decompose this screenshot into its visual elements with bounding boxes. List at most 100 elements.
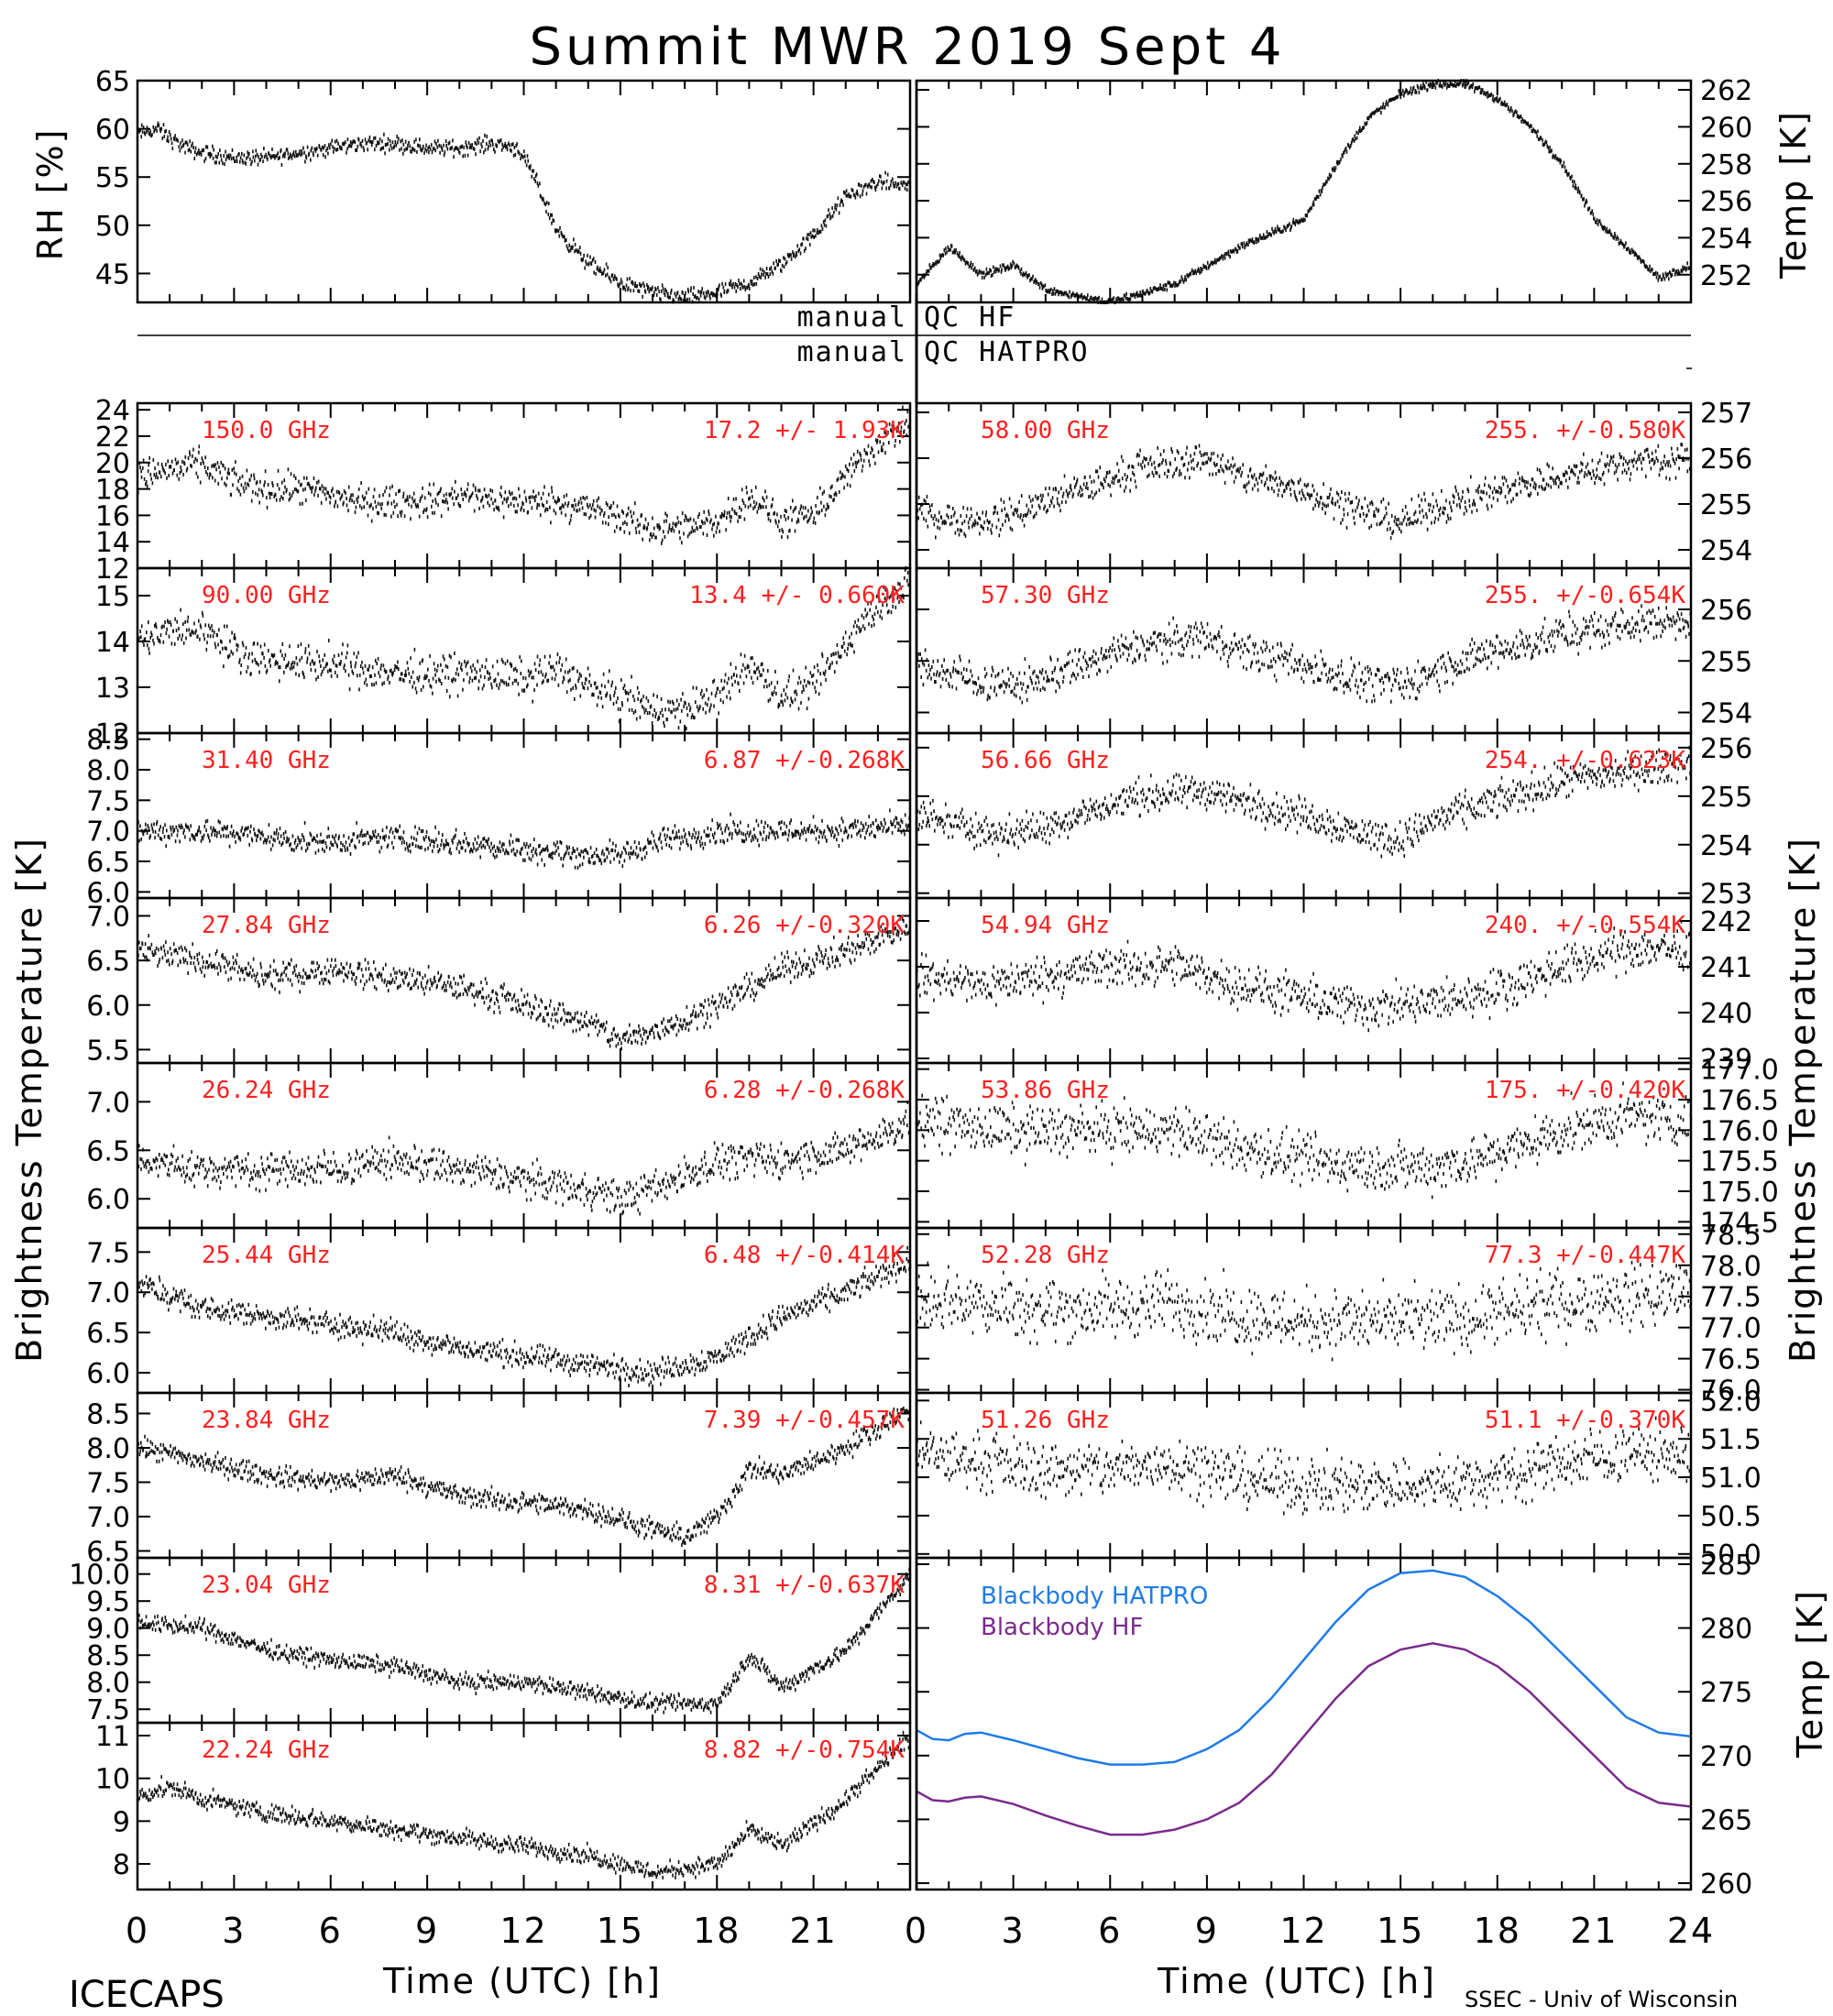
data-point	[500, 658, 503, 662]
data-point	[543, 863, 545, 867]
data-point	[540, 497, 543, 500]
data-point	[431, 150, 434, 155]
data-point	[897, 827, 900, 832]
data-point	[1180, 279, 1181, 284]
data-point	[1646, 265, 1649, 269]
data-point	[726, 838, 729, 842]
data-point	[236, 952, 238, 957]
data-point	[487, 147, 489, 151]
data-point	[905, 182, 907, 187]
data-point	[1435, 81, 1437, 85]
data-point	[496, 144, 499, 148]
data-point	[564, 235, 565, 239]
data-point	[860, 454, 862, 458]
data-point	[752, 837, 754, 841]
data-point	[359, 833, 361, 838]
data-point	[249, 157, 251, 161]
data-point	[1391, 97, 1394, 102]
data-point	[192, 834, 194, 838]
data-point	[867, 825, 870, 828]
data-point	[816, 510, 818, 515]
data-point	[449, 493, 451, 498]
data-point	[204, 819, 207, 824]
data-point	[160, 837, 163, 841]
data-point	[646, 711, 649, 716]
data-point	[441, 668, 444, 673]
data-point	[264, 480, 266, 485]
data-point	[348, 499, 351, 503]
data-point	[1350, 143, 1352, 148]
data-point	[470, 493, 473, 498]
data-point	[412, 496, 413, 500]
data-point	[551, 665, 553, 670]
data-point	[598, 855, 600, 860]
data-point	[439, 679, 441, 683]
data-point	[664, 511, 666, 516]
data-point	[167, 950, 169, 955]
data-point	[590, 855, 593, 859]
data-point	[549, 654, 551, 659]
data-point	[836, 643, 839, 647]
data-point	[214, 463, 216, 467]
data-point	[812, 520, 815, 524]
data-point	[138, 129, 140, 134]
data-point	[554, 499, 556, 503]
data-point	[831, 826, 833, 830]
data-point	[202, 613, 204, 618]
data-point	[576, 509, 578, 513]
data-point	[1213, 260, 1214, 265]
data-point	[1221, 254, 1224, 258]
data-point	[1265, 235, 1268, 239]
data-point	[906, 182, 908, 187]
data-point	[536, 654, 539, 659]
data-point	[428, 482, 431, 487]
data-point	[833, 498, 835, 502]
data-point	[308, 481, 310, 486]
data-point	[321, 145, 324, 149]
data-point	[992, 272, 993, 277]
data-point	[1229, 255, 1231, 259]
data-point	[850, 643, 852, 648]
data-point	[598, 268, 601, 273]
data-point	[227, 978, 230, 982]
data-point	[242, 970, 244, 973]
data-point	[873, 622, 875, 627]
data-point	[521, 505, 522, 509]
data-point	[694, 716, 696, 720]
data-point	[674, 291, 676, 296]
data-point	[472, 842, 475, 847]
data-point	[203, 637, 205, 641]
data-point	[1189, 272, 1191, 277]
data-point	[1439, 82, 1442, 86]
data-point	[510, 833, 512, 838]
data-point	[171, 147, 174, 150]
data-point	[822, 831, 825, 836]
data-point	[383, 681, 385, 685]
data-point	[213, 630, 215, 634]
data-point	[810, 506, 812, 510]
data-point	[516, 669, 518, 673]
data-point	[139, 947, 141, 951]
data-point	[456, 846, 458, 850]
data-point	[840, 654, 841, 659]
data-point	[777, 835, 779, 839]
data-point	[319, 487, 321, 491]
data-point	[248, 970, 251, 975]
data-point	[840, 198, 842, 203]
data-point	[495, 505, 498, 509]
data-points-temp	[916, 79, 1692, 304]
data-point	[202, 837, 204, 841]
data-point	[422, 828, 424, 833]
data-point	[906, 410, 909, 414]
y-tick-label: 12	[95, 718, 130, 751]
data-point	[229, 831, 232, 835]
data-point	[672, 829, 675, 834]
data-point	[258, 500, 260, 505]
data-point	[320, 832, 322, 837]
data-point	[719, 514, 721, 519]
data-point	[857, 819, 859, 824]
data-point	[802, 685, 805, 689]
data-point	[680, 297, 683, 301]
data-point	[176, 833, 179, 838]
data-point	[622, 686, 624, 691]
